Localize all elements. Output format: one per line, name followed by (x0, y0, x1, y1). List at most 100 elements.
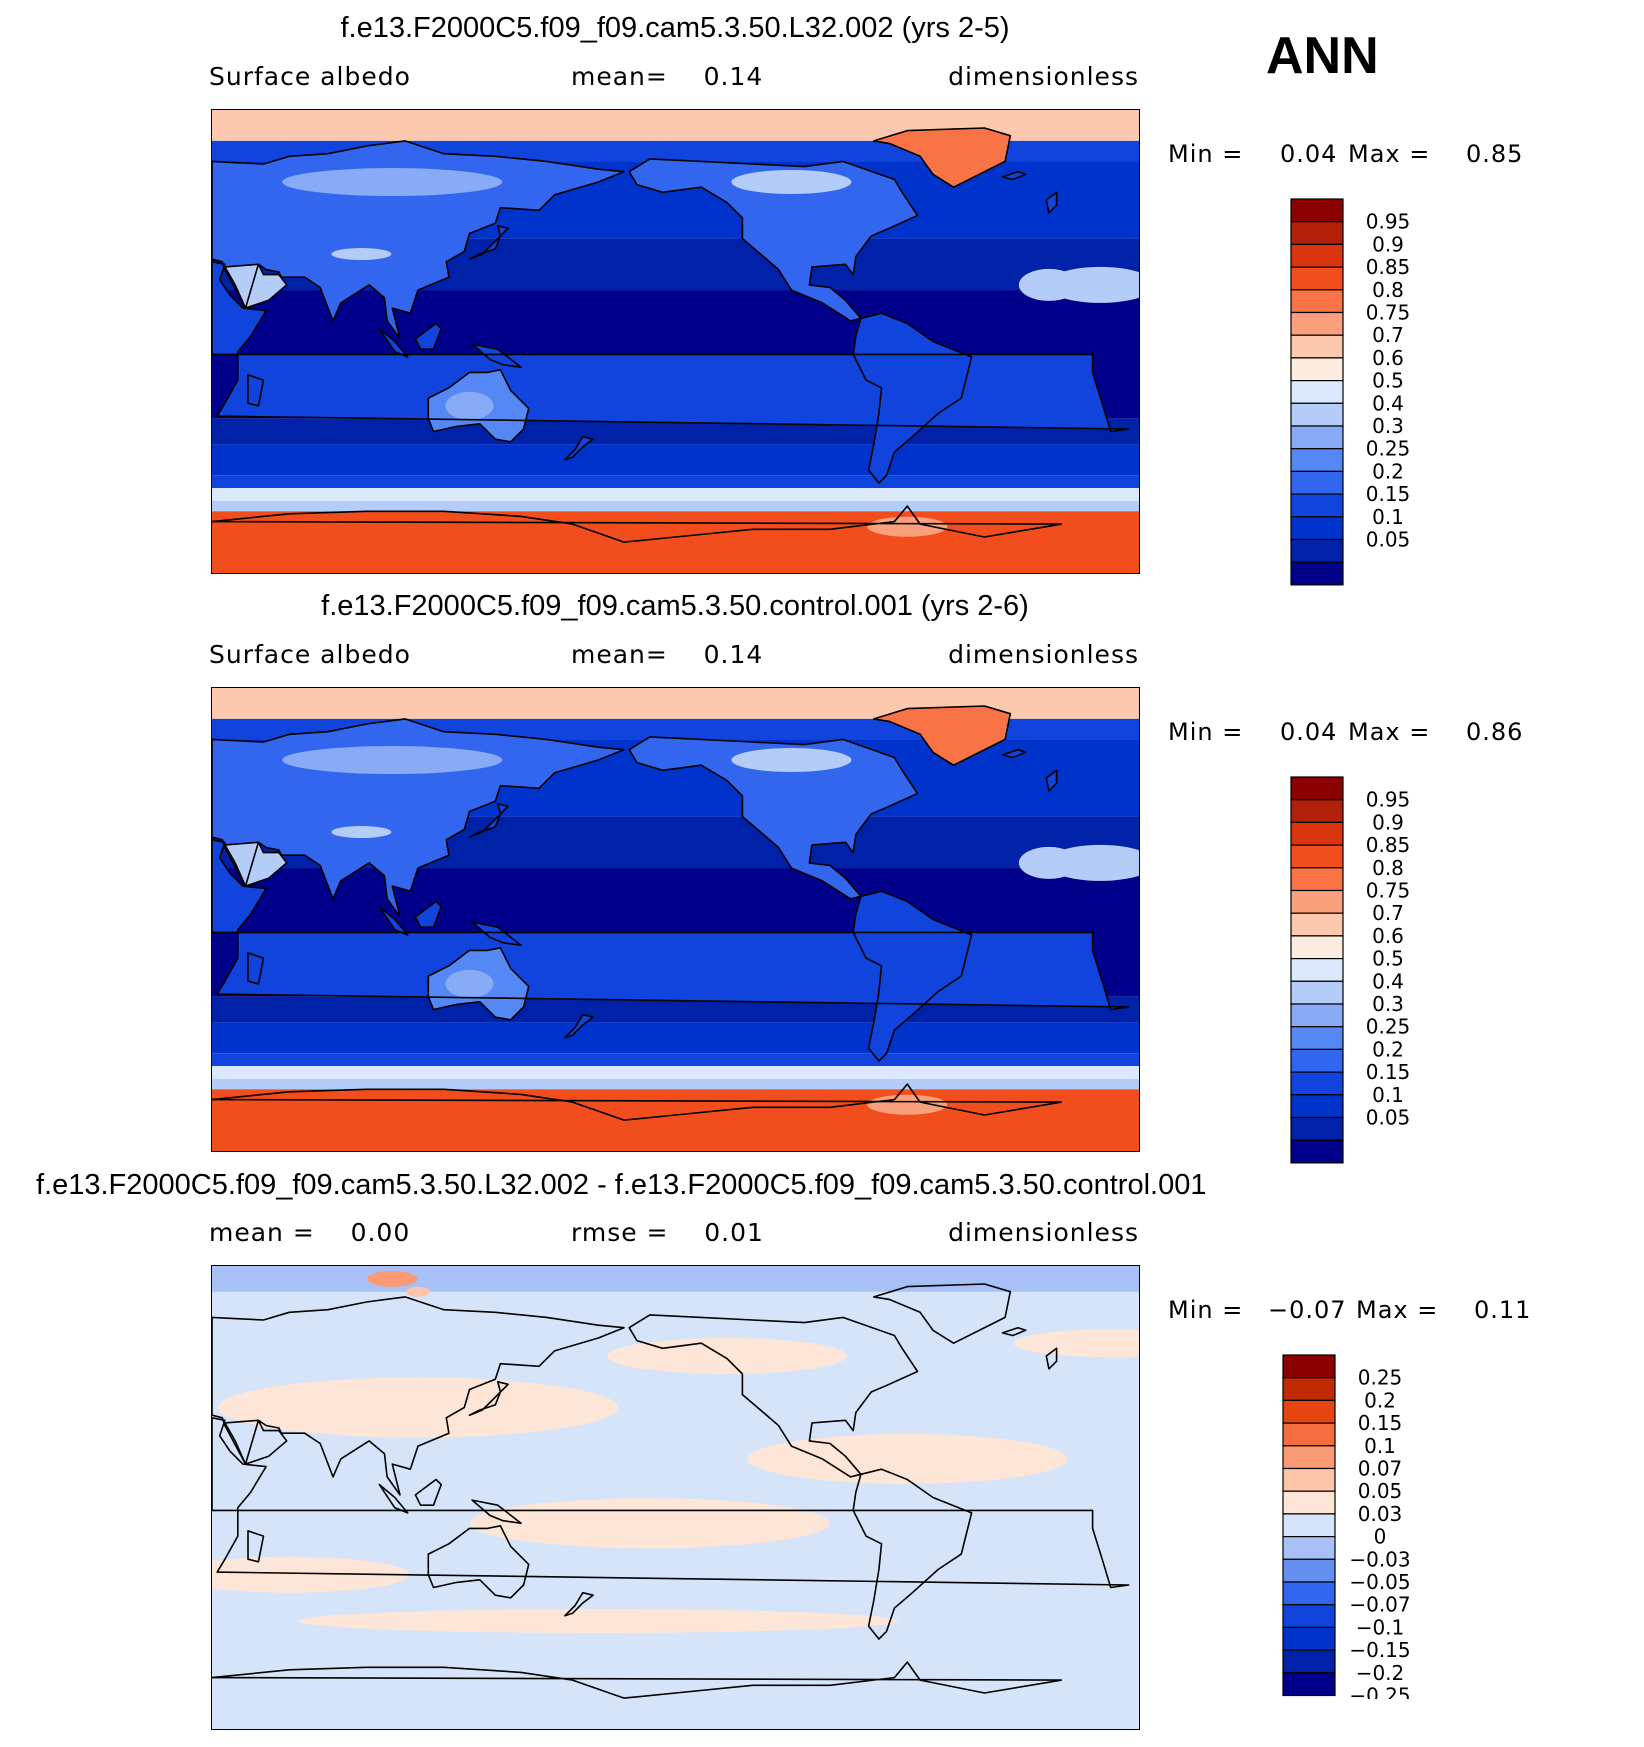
colorbar-tick-label: 0.8 (1372, 856, 1404, 880)
diff-patch (469, 1498, 830, 1549)
panel-3-max-value: 0.11 (1474, 1296, 1532, 1324)
coastline (427, 369, 530, 443)
panel-2-max-value: 0.86 (1466, 718, 1524, 746)
colorbar-tick-label: 0.1 (1372, 1083, 1404, 1107)
colorbar-tick-label: 0.7 (1372, 901, 1404, 925)
tibet-snow (331, 826, 392, 839)
land-fill (469, 803, 509, 838)
colorbar-tick-label: 0.07 (1358, 1457, 1403, 1481)
colorbar-tick-label: −0.25 (1349, 1684, 1410, 1699)
coastline (628, 1314, 919, 1478)
coastline (873, 1283, 1012, 1344)
colorbar-tick-label: 0.2 (1364, 1388, 1396, 1412)
colorbar-box (1290, 357, 1344, 382)
colorbar-box (1290, 561, 1344, 586)
colorbar-tick-label: 0.2 (1372, 1037, 1404, 1061)
coastline (468, 803, 509, 838)
coastline (1001, 748, 1027, 759)
colorbar-box (1290, 980, 1344, 1005)
coastline (852, 890, 973, 1062)
colorbar-tick-label: 0.9 (1372, 810, 1404, 834)
coastline (564, 1591, 594, 1617)
panel-1-min-label: Min = (1168, 140, 1244, 168)
colorbar-tick-label: 0.6 (1372, 924, 1404, 948)
colorbar-tick-label: 0.25 (1366, 1015, 1411, 1039)
colorbar-box (1282, 1672, 1336, 1697)
colorbar-box (1290, 1139, 1344, 1164)
colorbar-box (1290, 958, 1344, 982)
colorbar-box (1290, 221, 1344, 246)
land-fill (629, 158, 918, 321)
land-fill (469, 225, 509, 260)
colorbar-svg: 0.950.90.850.80.750.70.60.50.40.30.250.2… (1290, 776, 1411, 1164)
coastline (852, 1468, 973, 1640)
diff-hotspot (367, 1270, 418, 1287)
colorbar-tick-label: −0.03 (1349, 1547, 1410, 1571)
coastline (247, 1530, 265, 1563)
land-fill (629, 736, 918, 899)
colorbar-box (1290, 538, 1344, 563)
colorbar-box (1290, 243, 1344, 268)
coastline (628, 158, 919, 322)
ocean-band (212, 500, 1139, 512)
land-fill (853, 891, 972, 1061)
diff-patch (1013, 1329, 1139, 1358)
coastline (1001, 1326, 1027, 1337)
colorbar-tick-label: 0.7 (1372, 323, 1404, 347)
colorbar-svg: 0.250.20.150.10.070.050.030−0.03−0.05−0.… (1282, 1354, 1411, 1708)
tibet-snow (331, 248, 392, 261)
arctic-ice (409, 113, 890, 138)
coastline (564, 1013, 594, 1039)
coastline (471, 1499, 522, 1524)
coastline (873, 705, 1012, 766)
colorbar-tick-label: −0.15 (1349, 1638, 1410, 1662)
coastline (414, 900, 442, 928)
panel-2-mean: mean= 0.14 (571, 640, 764, 669)
colorbar-svg: 0.950.90.850.80.750.70.60.50.40.30.250.2… (1290, 198, 1411, 586)
panel-3-rmse: rmse = 0.01 (571, 1218, 764, 1247)
colorbar-box (1290, 1116, 1344, 1141)
coastline (628, 736, 919, 900)
sahara-highlight (1018, 268, 1079, 301)
greenland-ice (913, 128, 1004, 165)
coastline (212, 1417, 1130, 1589)
panel-1-max-label: Max = (1348, 140, 1431, 168)
coastline (468, 225, 509, 260)
colorbar-box (1282, 1445, 1336, 1470)
colorbar-box (1290, 198, 1344, 223)
coastline (1001, 170, 1027, 181)
colorbar-tick-label: −0.2 (1356, 1661, 1405, 1685)
land-fill (379, 328, 408, 357)
colorbar-tick-label: −0.05 (1349, 1570, 1410, 1594)
ocean-band (212, 444, 1139, 476)
colorbar-tick-label: 0.75 (1366, 879, 1411, 903)
coastline (468, 1381, 509, 1416)
coastline (212, 718, 625, 918)
colorbar-box (1290, 334, 1344, 359)
ocean-band (212, 475, 1139, 489)
ocean-band (212, 1089, 1139, 1151)
arctic-ice (409, 691, 890, 716)
colorbar-box (1290, 844, 1344, 869)
coastline (212, 261, 1130, 433)
coastline (224, 1419, 288, 1465)
coastline (212, 839, 1130, 1011)
colorbar-box (1282, 1558, 1336, 1583)
panel-2-min-value: 0.04 (1280, 718, 1338, 746)
land-fill (472, 344, 521, 368)
colorbar-box (1282, 1581, 1336, 1606)
colorbar-tick-label: 0.25 (1358, 1366, 1403, 1390)
coastline (212, 505, 1062, 543)
colorbar-tick-label: −0.07 (1349, 1593, 1410, 1617)
colorbar-tick-label: 0.75 (1366, 301, 1411, 325)
colorbar-tick-label: 0.15 (1358, 1411, 1403, 1435)
panel-3-min-label: Min = (1168, 1296, 1244, 1324)
siberia-snow (282, 746, 503, 775)
colorbar-box (1290, 799, 1344, 824)
coastline (1045, 769, 1058, 792)
colorbar-tick-label: 0.85 (1366, 833, 1411, 857)
colorbar-tick-label: 0.05 (1366, 1106, 1411, 1130)
panel-1-mean: mean= 0.14 (571, 62, 764, 91)
coastline (212, 1083, 1062, 1121)
panel-2-title: f.e13.F2000C5.f09_f09.cam5.3.50.control.… (321, 590, 1029, 622)
